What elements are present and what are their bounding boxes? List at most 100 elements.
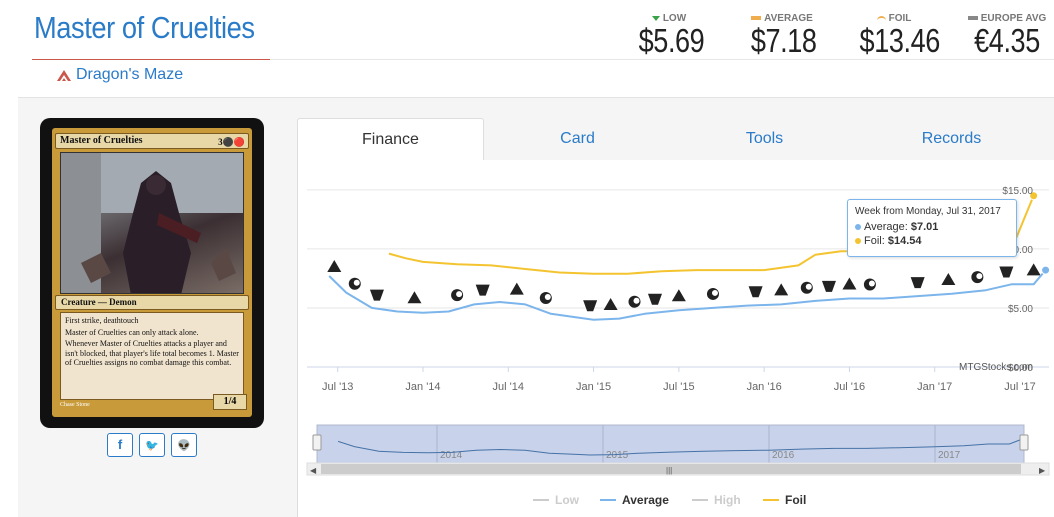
price-foil-value: $13.46 — [859, 22, 941, 59]
set-symbol-shape — [842, 277, 857, 290]
set-symbol-shape — [603, 297, 618, 310]
set-symbol-icon — [941, 272, 956, 285]
set-symbol-shape — [1026, 263, 1041, 276]
set-symbol-shape — [671, 289, 686, 302]
set-symbol-icon — [583, 300, 598, 312]
tab-finance[interactable]: Finance — [297, 118, 484, 160]
x-tick-label: Jul '15 — [663, 381, 694, 393]
set-symbol-icon — [647, 293, 662, 305]
legend-line-icon — [692, 499, 708, 501]
y-tick-label: $10.00 — [1002, 245, 1033, 256]
tab-records[interactable]: Records — [921, 130, 982, 147]
legend-label: High — [714, 493, 741, 507]
facebook-icon: f — [117, 437, 123, 452]
set-symbol-icon — [706, 287, 719, 300]
twitter-share-button[interactable]: 🐦 — [139, 433, 165, 457]
reddit-share-button[interactable]: 👽 — [171, 433, 197, 457]
price-foil: FOIL $13.46 — [852, 12, 941, 59]
set-symbol-icon — [774, 283, 789, 296]
tooltip-average-row: Average: $7.01 — [855, 220, 1009, 234]
price-history-chart[interactable]: Jul '13 Jan '14 Jul '14 Jan '15 Jul '15 Jan '… — [297, 160, 1054, 517]
average-dot-icon — [855, 224, 861, 231]
price-average-label: AVERAGE — [744, 12, 820, 24]
card-rules-text: First strike, deathtouch Master of Cruel… — [60, 312, 244, 400]
set-symbol-shape — [583, 300, 598, 312]
set-symbol-icon — [348, 277, 361, 290]
set-symbol-icon — [800, 281, 813, 294]
set-symbol-shape — [941, 272, 956, 285]
legend-label: Low — [555, 493, 579, 507]
x-tick-label: Jul '14 — [493, 381, 524, 393]
price-foil-label-text: FOIL — [888, 12, 912, 24]
price-average-label-text: AVERAGE — [764, 12, 813, 24]
set-symbol-icon — [748, 286, 763, 298]
navigator-scrollbar-thumb — [321, 464, 1021, 474]
x-tick-label: Jul '17 — [1004, 381, 1035, 393]
rules-line: Whenever Master of Cruelties attacks a p… — [65, 339, 239, 367]
legend-item-average[interactable]: Average — [600, 493, 669, 507]
set-name: Dragon's Maze — [76, 66, 184, 83]
foil-dot-icon — [855, 238, 861, 245]
navigator-window — [316, 424, 1025, 464]
set-symbol-shape — [711, 289, 718, 296]
set-symbol-icon — [999, 266, 1014, 278]
tooltip-foil-label: Foil: — [864, 235, 888, 247]
mana-cost: 3⚫🔴 — [218, 137, 245, 147]
set-symbol-icon — [407, 291, 422, 304]
series-line-average — [328, 269, 1047, 321]
x-tick-label: Jan '17 — [917, 381, 952, 393]
price-europe: EUROPE AVG €4.35 — [966, 12, 1048, 58]
price-europe-value: €4.35 — [974, 22, 1040, 59]
card-art — [60, 152, 244, 294]
rules-line: Master of Cruelties can only attack alon… — [65, 327, 199, 337]
set-symbol-shape — [509, 282, 524, 295]
power-toughness: 1/4 — [213, 394, 247, 410]
set-symbol-shape — [475, 284, 490, 296]
price-low-label-text: LOW — [662, 12, 687, 24]
title-underline — [32, 59, 270, 60]
set-symbol-shape — [999, 266, 1014, 278]
navigator-series-line — [337, 439, 1021, 456]
price-europe-label: EUROPE AVG — [966, 12, 1048, 24]
legend-label: Average — [622, 493, 669, 507]
chart-watermark[interactable]: MTGStocks.com — [959, 362, 1033, 373]
chart-tooltip: Week from Monday, Jul 31, 2017 Average: … — [847, 199, 1017, 257]
tab-tools[interactable]: Tools — [745, 130, 784, 147]
y-axis: $0.00 $5.00 $10.00 $15.00 — [1002, 186, 1033, 374]
price-low-value: $5.69 — [638, 22, 705, 59]
navigator-left-handle — [312, 434, 322, 451]
set-symbol-shape — [774, 283, 789, 296]
range-navigator[interactable]: 2014 2015 2016 2017 ◀ ▶ ||| — [306, 424, 1050, 476]
tooltip-average-value: $7.01 — [910, 221, 939, 233]
demon-art-icon — [61, 153, 243, 293]
facebook-share-button[interactable]: f — [107, 433, 133, 457]
price-foil-label: FOIL — [852, 12, 936, 24]
set-symbol-shape — [369, 289, 384, 301]
legend-item-low[interactable]: Low — [533, 493, 579, 507]
tab-card[interactable]: Card — [560, 130, 595, 147]
x-tick-label: Jul '13 — [322, 381, 353, 393]
scroll-left-icon: ◀ — [310, 466, 317, 475]
navigator-year-label: 2015 — [606, 450, 629, 461]
dragons-maze-set-icon — [57, 70, 71, 81]
tooltip-foil-row: Foil: $14.54 — [855, 234, 1009, 248]
set-symbol-shape — [647, 293, 662, 305]
scroll-right-icon: ▶ — [1039, 466, 1046, 475]
legend-item-foil[interactable]: Foil — [763, 493, 806, 507]
legend-line-icon — [600, 499, 616, 501]
price-europe-label-text: EUROPE AVG — [980, 12, 1047, 24]
arc-icon — [876, 15, 886, 21]
x-tick-label: Jul '16 — [834, 381, 865, 393]
set-link[interactable]: Dragon's Maze — [56, 66, 183, 84]
set-symbol-icon — [539, 291, 552, 304]
down-triangle-icon — [651, 15, 660, 21]
set-release-markers — [327, 260, 1041, 312]
legend-item-high[interactable]: High — [692, 493, 741, 507]
card-name: Master of Cruelties — [60, 135, 143, 146]
set-symbol-shape — [805, 283, 812, 290]
set-symbol-icon — [451, 289, 464, 302]
set-symbol-icon — [910, 277, 925, 289]
set-symbol-shape — [327, 260, 342, 273]
y-tick-label: $5.00 — [1008, 304, 1033, 315]
